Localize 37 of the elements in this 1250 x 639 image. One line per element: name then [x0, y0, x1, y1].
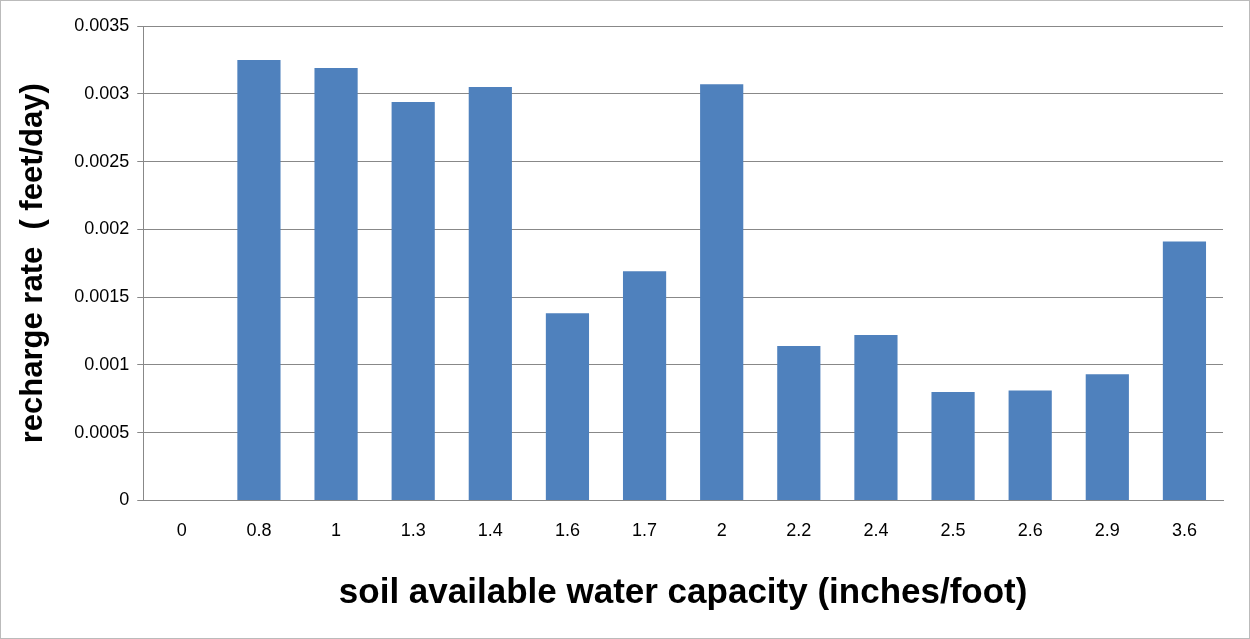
- bar: [777, 345, 821, 500]
- bar: [391, 101, 435, 500]
- y-tick-label: 0.002: [84, 218, 130, 239]
- bar: [622, 271, 667, 500]
- x-tick-label: 1.7: [632, 520, 658, 541]
- y-tick-label: 0.003: [84, 82, 130, 103]
- x-tick-label: 0: [176, 520, 187, 541]
- y-tick-label: 0.0005: [74, 421, 130, 442]
- bar: [314, 68, 358, 500]
- bar: [545, 313, 590, 500]
- y-axis-title: recharge rate ( feet/day): [14, 83, 50, 444]
- bar: [854, 335, 898, 500]
- x-tick-label: 1.4: [477, 520, 503, 541]
- bar: [1008, 390, 1052, 500]
- x-tick-label: 2.2: [786, 520, 812, 541]
- y-tick-label: 0.0025: [74, 150, 130, 171]
- bar: [237, 59, 281, 500]
- bar: [1162, 241, 1207, 500]
- bar: [1085, 374, 1129, 500]
- bar: [931, 391, 975, 500]
- y-tick-label: 0.0015: [74, 286, 130, 307]
- x-tick-label: 2.5: [940, 520, 966, 541]
- x-tick-label: 2.4: [863, 520, 889, 541]
- bar: [700, 84, 744, 500]
- x-tick-label: 3.6: [1171, 520, 1197, 541]
- y-tick-label: 0: [119, 489, 130, 510]
- x-tick-label: 1.3: [400, 520, 426, 541]
- x-tick-label: 1: [331, 520, 342, 541]
- x-tick-label: 2.6: [1017, 520, 1043, 541]
- x-tick-label: 2: [716, 520, 727, 541]
- x-tick-label: 2.9: [1094, 520, 1120, 541]
- x-axis-title: soil available water capacity (inches/foot): [338, 570, 1028, 610]
- y-tick-label: 0.001: [84, 353, 130, 374]
- y-tick-label: 0.0035: [74, 14, 130, 35]
- bar: [468, 86, 512, 500]
- x-tick-label: 1.6: [554, 520, 580, 541]
- x-tick-label: 0.8: [246, 520, 272, 541]
